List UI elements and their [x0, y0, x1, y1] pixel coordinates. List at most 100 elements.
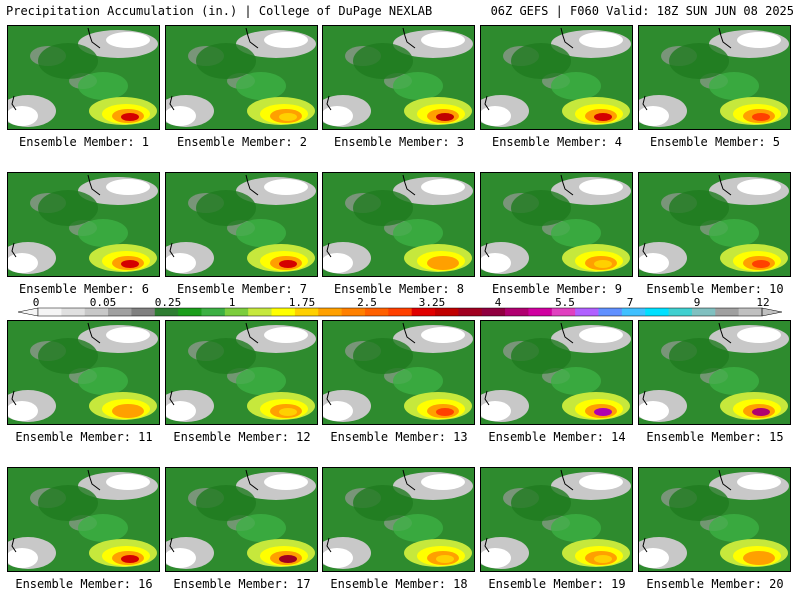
colorbar-swatch	[224, 308, 249, 316]
ensemble-map-panel	[322, 25, 475, 130]
colorbar-swatch	[668, 308, 693, 316]
ensemble-map-panel	[638, 467, 791, 572]
colorbar-swatch	[481, 308, 506, 316]
colorbar-tick-label: 5.5	[555, 296, 575, 309]
ensemble-map-panel	[322, 467, 475, 572]
colorbar-tick-label: 0.25	[154, 296, 182, 309]
member-label: Ensemble Member: 19	[488, 577, 626, 591]
precip-map	[166, 173, 317, 276]
member-label: Ensemble Member: 7	[176, 282, 308, 296]
precip-map	[323, 321, 474, 424]
member-label: Ensemble Member: 8	[333, 282, 465, 296]
precip-map	[166, 321, 317, 424]
precip-map	[8, 468, 159, 571]
precip-map	[481, 468, 632, 571]
member-label: Ensemble Member: 9	[491, 282, 623, 296]
ensemble-map-panel	[480, 320, 633, 425]
colorbar-swatch	[271, 308, 296, 316]
ensemble-map-panel	[322, 172, 475, 277]
member-label: Ensemble Member: 4	[491, 135, 623, 149]
colorbar-swatch	[551, 308, 576, 316]
colorbar-tick-label: 1	[228, 296, 236, 309]
member-label: Ensemble Member: 6	[18, 282, 150, 296]
member-label: Ensemble Member: 17	[173, 577, 311, 591]
colorbar-tick-label: 12	[756, 296, 770, 309]
precip-map	[166, 26, 317, 129]
colorbar-tick-label: 0	[32, 296, 40, 309]
ensemble-map-panel	[7, 25, 160, 130]
valid-time: 06Z GEFS | F060 Valid: 18Z SUN JUN 08 20…	[490, 4, 794, 18]
colorbar-swatch	[84, 308, 109, 316]
ensemble-map-panel	[638, 320, 791, 425]
member-label: Ensemble Member: 15	[646, 430, 784, 444]
ensemble-map-panel	[480, 172, 633, 277]
precip-map	[639, 321, 790, 424]
colorbar-swatch	[178, 308, 202, 316]
member-label: Ensemble Member: 13	[330, 430, 468, 444]
colorbar-swatch	[364, 308, 389, 316]
ensemble-map-panel	[322, 320, 475, 425]
colorbar-swatch	[341, 308, 366, 316]
precip-colorbar	[17, 307, 783, 317]
ensemble-map-panel	[165, 25, 318, 130]
member-label: Ensemble Member: 16	[15, 577, 153, 591]
ensemble-map-panel	[480, 467, 633, 572]
colorbar-tick-label: 1.75	[288, 296, 316, 309]
precip-map	[323, 173, 474, 276]
member-label: Ensemble Member: 5	[649, 135, 781, 149]
ensemble-map-panel	[638, 172, 791, 277]
colorbar-tick-label: 9	[693, 296, 701, 309]
colorbar-swatch	[598, 308, 623, 316]
colorbar-swatch	[505, 308, 529, 316]
precip-map	[8, 321, 159, 424]
colorbar-swatch	[528, 308, 553, 316]
ensemble-map-panel	[638, 25, 791, 130]
member-label: Ensemble Member: 10	[646, 282, 784, 296]
precip-map	[323, 468, 474, 571]
precip-map	[481, 26, 632, 129]
colorbar-swatch	[738, 308, 763, 316]
colorbar-swatch	[201, 308, 226, 316]
colorbar-swatch	[318, 308, 343, 316]
colorbar-swatch	[458, 308, 483, 316]
member-label: Ensemble Member: 1	[18, 135, 150, 149]
colorbar-swatch	[575, 308, 600, 316]
colorbar-tick-label: 4	[494, 296, 502, 309]
colorbar-swatch	[154, 308, 179, 316]
map-title: Precipitation Accumulation (in.) | Colle…	[6, 4, 433, 18]
colorbar-tick-label: 2.5	[357, 296, 377, 309]
precip-map	[166, 468, 317, 571]
member-label: Ensemble Member: 11	[15, 430, 153, 444]
colorbar-swatch	[38, 308, 62, 316]
ensemble-map-panel	[7, 467, 160, 572]
colorbar-swatch	[61, 308, 86, 316]
colorbar-swatch	[621, 308, 646, 316]
colorbar-swatch	[131, 308, 156, 316]
colorbar-swatch	[108, 308, 132, 316]
colorbar-swatch	[294, 308, 319, 316]
colorbar-swatch	[248, 308, 273, 316]
colorbar-swatch	[411, 308, 436, 316]
ensemble-map-panel	[165, 172, 318, 277]
member-label: Ensemble Member: 18	[330, 577, 468, 591]
colorbar-swatch	[435, 308, 459, 316]
colorbar-swatch	[645, 308, 670, 316]
member-label: Ensemble Member: 3	[333, 135, 465, 149]
precip-map	[639, 26, 790, 129]
member-label: Ensemble Member: 20	[646, 577, 784, 591]
ensemble-map-panel	[165, 467, 318, 572]
colorbar-swatch	[715, 308, 740, 316]
ensemble-map-panel	[480, 25, 633, 130]
colorbar-tick-label: 0.05	[89, 296, 117, 309]
colorbar-tick-label: 3.25	[418, 296, 446, 309]
precip-map	[8, 173, 159, 276]
member-label: Ensemble Member: 2	[176, 135, 308, 149]
precip-map	[639, 173, 790, 276]
precip-map	[323, 26, 474, 129]
precip-map	[481, 321, 632, 424]
precip-map	[639, 468, 790, 571]
member-label: Ensemble Member: 14	[488, 430, 626, 444]
precip-map	[481, 173, 632, 276]
colorbar-tick-label: 7	[626, 296, 634, 309]
colorbar-swatch	[691, 308, 716, 316]
